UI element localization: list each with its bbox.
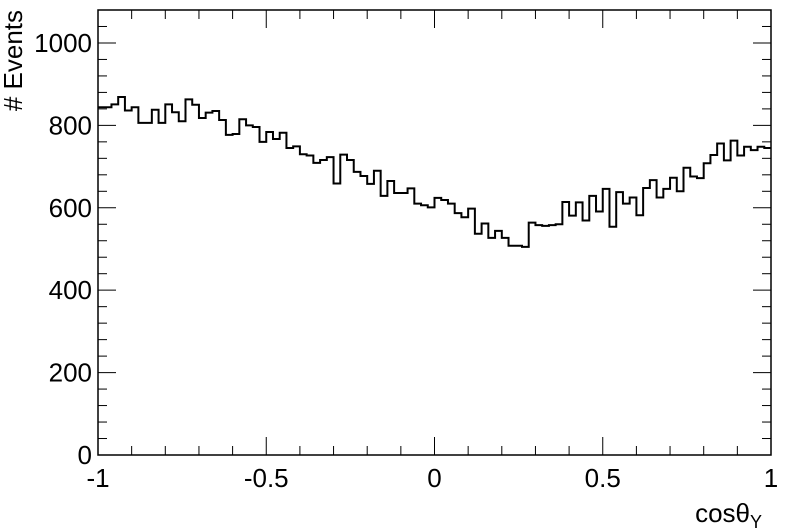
x-tick-label: 0.5 [585, 463, 621, 493]
y-tick-label: 1000 [34, 28, 92, 58]
y-tick-label: 600 [49, 193, 92, 223]
x-tick-label: -1 [86, 463, 109, 493]
x-tick-labels: -1 -0.5 0 0.5 1 [86, 463, 778, 493]
x-tick-label: 0 [427, 463, 441, 493]
x-axis-title: cosθY [695, 498, 762, 532]
y-tick-label: 0 [78, 440, 92, 470]
x-tick-label: 1 [764, 463, 778, 493]
histogram-line [98, 95, 771, 248]
x-axis-title-main: cosθ [695, 498, 750, 528]
y-tick-labels: 0 200 400 600 800 1000 [34, 28, 92, 470]
x-axis-title-subscript: Y [750, 512, 762, 532]
x-tick-label: -0.5 [244, 463, 289, 493]
y-tick-label: 800 [49, 110, 92, 140]
histogram-series [98, 95, 771, 248]
y-tick-label: 200 [49, 358, 92, 388]
axis-ticks [97, 9, 772, 456]
y-tick-label: 400 [49, 275, 92, 305]
y-axis-title: # Events [0, 10, 28, 111]
plot-frame [97, 9, 772, 456]
